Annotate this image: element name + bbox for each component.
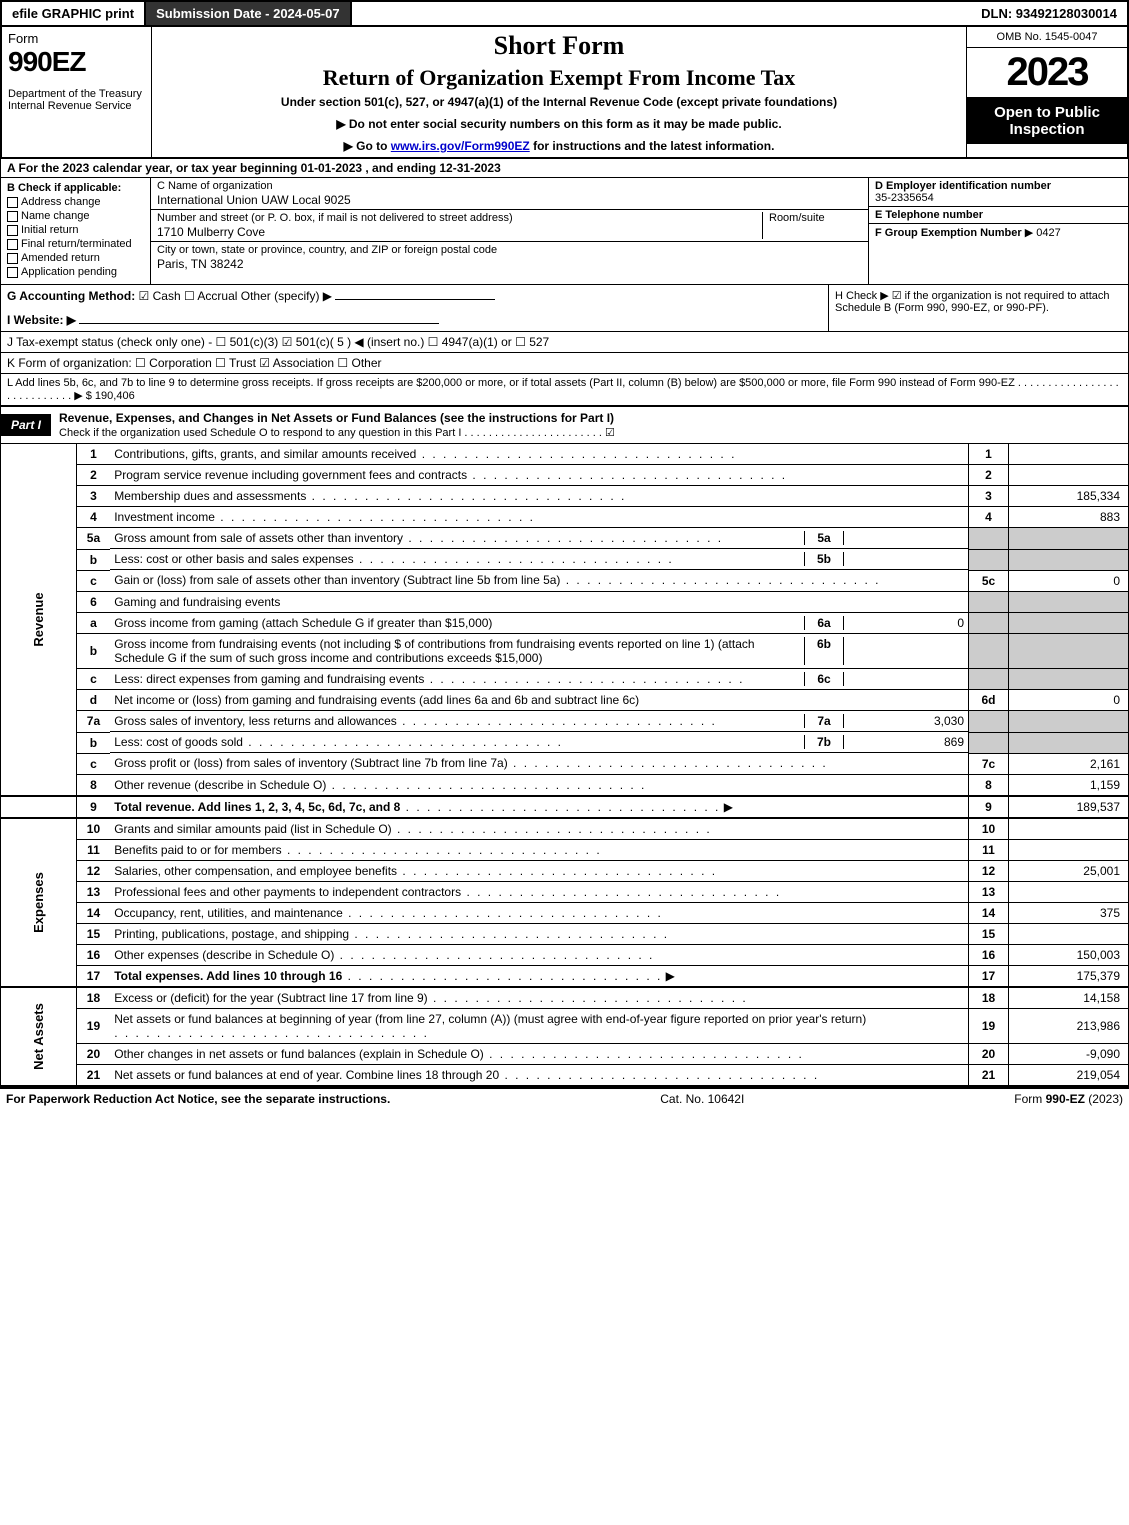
dln: DLN: 93492128030014 xyxy=(971,2,1127,25)
line-7c-value: 2,161 xyxy=(1009,753,1129,774)
chk-address-change[interactable]: Address change xyxy=(7,196,144,208)
schedule-b-check: H Check ▶ ☑ if the organization is not r… xyxy=(828,285,1128,331)
chk-final-return[interactable]: Final return/terminated xyxy=(7,238,144,250)
form-number: 990EZ xyxy=(8,46,145,78)
column-b: B Check if applicable: Address change Na… xyxy=(1,178,151,284)
line-7a-value: 3,030 xyxy=(844,714,964,728)
footer-right: Form 990-EZ (2023) xyxy=(1014,1092,1123,1106)
line-19-value: 213,986 xyxy=(1009,1008,1129,1043)
website-label: I Website: ▶ xyxy=(7,313,76,327)
org-name: International Union UAW Local 9025 xyxy=(157,193,862,207)
return-title: Return of Organization Exempt From Incom… xyxy=(160,65,958,91)
part-1-sub: Check if the organization used Schedule … xyxy=(59,427,615,439)
expenses-side-label: Expenses xyxy=(31,869,46,936)
chk-amended-return[interactable]: Amended return xyxy=(7,252,144,264)
column-d-e-f: D Employer identification number 35-2335… xyxy=(868,178,1128,284)
line-14-value: 375 xyxy=(1009,902,1129,923)
revenue-side-label: Revenue xyxy=(31,586,46,653)
chk-initial-return[interactable]: Initial return xyxy=(7,224,144,236)
line-8-value: 1,159 xyxy=(1009,774,1129,796)
website xyxy=(79,323,439,324)
line-16-value: 150,003 xyxy=(1009,944,1129,965)
omb-number: OMB No. 1545-0047 xyxy=(967,27,1127,48)
top-bar: efile GRAPHIC print Submission Date - 20… xyxy=(0,0,1129,27)
city-label: City or town, state or province, country… xyxy=(157,244,862,256)
part-1-header: Part I Revenue, Expenses, and Changes in… xyxy=(0,406,1129,444)
form-header: Form 990EZ Department of the Treasury In… xyxy=(0,27,1129,157)
line-4-value: 883 xyxy=(1009,507,1129,528)
accounting-method-label: G Accounting Method: xyxy=(7,289,135,303)
footer-mid: Cat. No. 10642I xyxy=(660,1092,744,1106)
line-6d-value: 0 xyxy=(1009,690,1129,711)
public-notice-1: ▶ Do not enter social security numbers o… xyxy=(160,117,958,131)
open-to-public: Open to Public Inspection xyxy=(967,98,1127,144)
line-12-value: 25,001 xyxy=(1009,860,1129,881)
chk-application-pending[interactable]: Application pending xyxy=(7,266,144,278)
net-assets-side-label: Net Assets xyxy=(31,1003,46,1070)
line-17-value: 175,379 xyxy=(1009,965,1129,987)
footer-left: For Paperwork Reduction Act Notice, see … xyxy=(6,1092,390,1106)
line-18-value: 14,158 xyxy=(1009,987,1129,1009)
room-label: Room/suite xyxy=(769,212,862,224)
irs-link[interactable]: www.irs.gov/Form990EZ xyxy=(391,139,530,153)
ein: 35-2335654 xyxy=(875,192,934,204)
row-k: K Form of organization: ☐ Corporation ☐ … xyxy=(0,353,1129,374)
line-6a-value: 0 xyxy=(844,616,964,630)
address-label: Number and street (or P. O. box, if mail… xyxy=(157,212,762,224)
row-l: L Add lines 5b, 6c, and 7b to line 9 to … xyxy=(0,374,1129,406)
row-g-h: G Accounting Method: ☑ Cash ☐ Accrual Ot… xyxy=(0,284,1129,332)
line-20-value: -9,090 xyxy=(1009,1043,1129,1064)
part-1-title: Revenue, Expenses, and Changes in Net As… xyxy=(59,411,614,425)
ein-label: D Employer identification number xyxy=(875,180,1051,192)
submission-date: Submission Date - 2024-05-07 xyxy=(146,2,352,25)
public-notice-2: ▶ Go to www.irs.gov/Form990EZ for instru… xyxy=(160,139,958,153)
telephone-label: E Telephone number xyxy=(875,209,983,221)
tax-year: 2023 xyxy=(967,48,1127,98)
form-label: Form xyxy=(8,31,145,46)
group-exemption: ▶ 0427 xyxy=(1025,227,1061,239)
org-name-label: C Name of organization xyxy=(157,180,862,192)
line-9-value: 189,537 xyxy=(1009,796,1129,818)
line-21-value: 219,054 xyxy=(1009,1064,1129,1086)
department: Department of the Treasury Internal Reve… xyxy=(8,88,145,112)
column-c: C Name of organization International Uni… xyxy=(151,178,868,284)
section-b-c-d: B Check if applicable: Address change Na… xyxy=(0,178,1129,284)
part-1-tag: Part I xyxy=(1,414,51,436)
line-3-value: 185,334 xyxy=(1009,486,1129,507)
under-section: Under section 501(c), 527, or 4947(a)(1)… xyxy=(160,95,958,109)
address: 1710 Mulberry Cove xyxy=(157,225,762,239)
row-a-tax-year: A For the 2023 calendar year, or tax yea… xyxy=(0,157,1129,178)
line-5c-value: 0 xyxy=(1009,570,1129,591)
chk-name-change[interactable]: Name change xyxy=(7,210,144,222)
efile-print-button[interactable]: efile GRAPHIC print xyxy=(2,2,146,25)
line-7b-value: 869 xyxy=(844,735,964,749)
page-footer: For Paperwork Reduction Act Notice, see … xyxy=(0,1087,1129,1109)
row-j: J Tax-exempt status (check only one) - ☐… xyxy=(0,332,1129,353)
group-exemption-label: F Group Exemption Number xyxy=(875,227,1022,239)
part-1-table: Revenue 1Contributions, gifts, grants, a… xyxy=(0,444,1129,1087)
city: Paris, TN 38242 xyxy=(157,257,862,271)
short-form-title: Short Form xyxy=(160,31,958,61)
accounting-method: ☑ Cash ☐ Accrual Other (specify) ▶ xyxy=(139,289,332,303)
